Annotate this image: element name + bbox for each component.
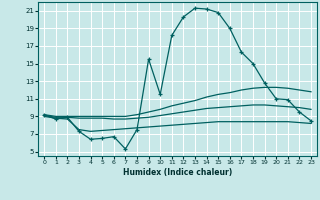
- X-axis label: Humidex (Indice chaleur): Humidex (Indice chaleur): [123, 168, 232, 177]
